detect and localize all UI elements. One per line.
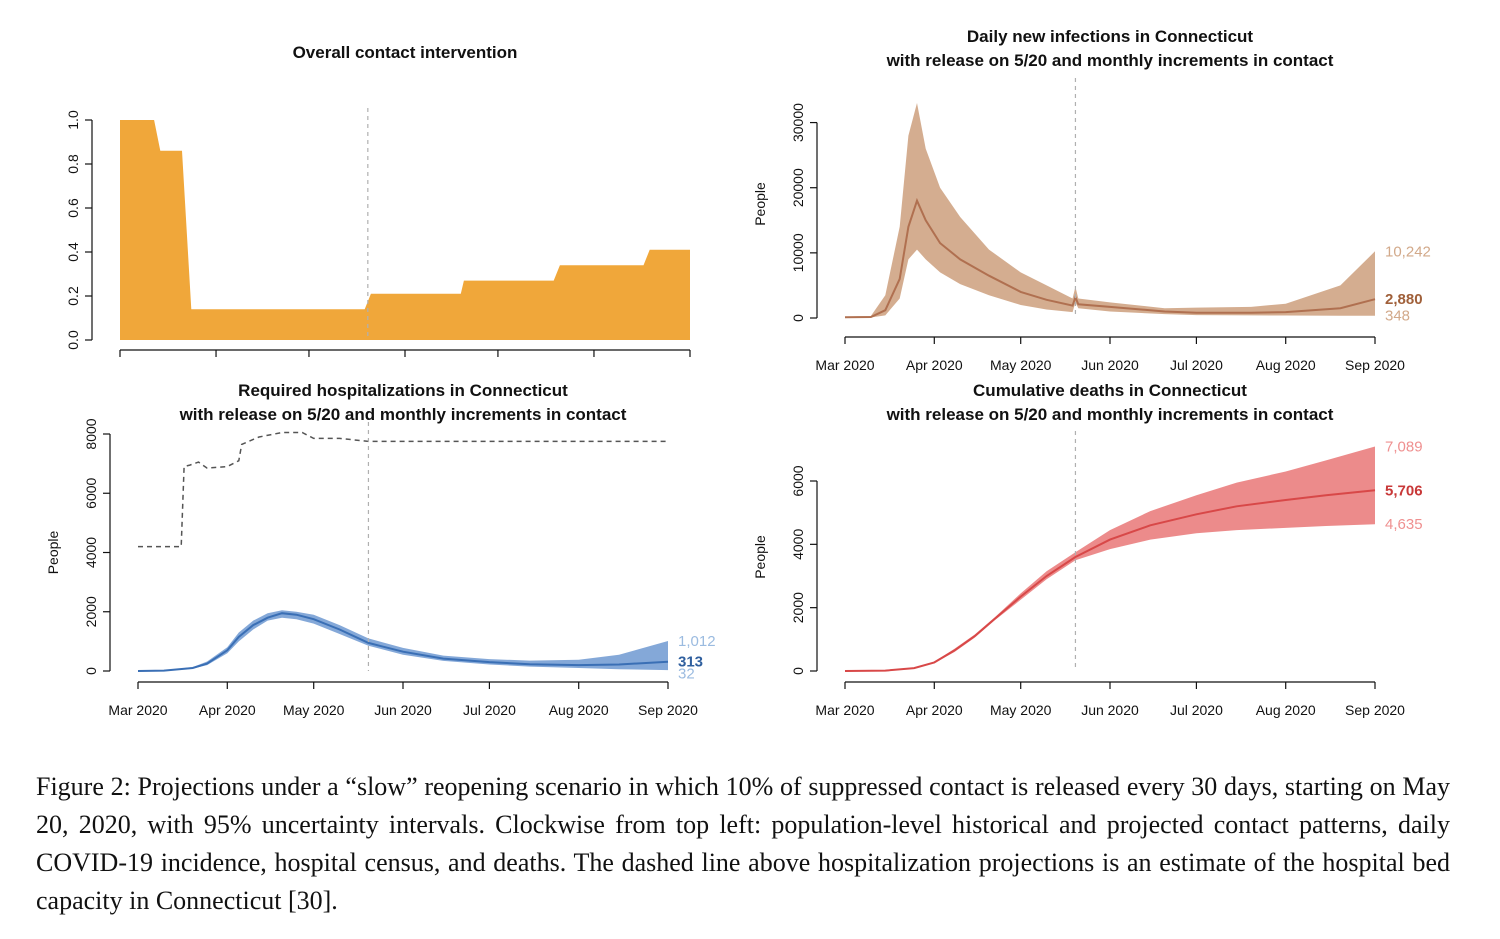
end-value-label: 10,242 xyxy=(1385,243,1431,260)
x-tick-label: Apr 2020 xyxy=(906,357,963,373)
x-tick-label: Mar 2020 xyxy=(108,702,167,718)
cumulative-deaths-svg: Cumulative deaths in Connecticut with rel… xyxy=(752,381,1423,718)
x-tick-label: Jul 2020 xyxy=(1170,357,1223,373)
end-value-label: 4,635 xyxy=(1385,516,1423,533)
y-tick-label: 0.6 xyxy=(65,198,81,218)
x-tick-label: Aug 2020 xyxy=(549,702,609,718)
end-value-label: 5,706 xyxy=(1385,482,1423,499)
contact-intervention-svg: Overall contact intervention 0.0 0.2 0.4 0.6… xyxy=(65,43,720,386)
daily-infections-chart: Daily new infections in Connecticut with … xyxy=(720,20,1500,375)
y-axis-label: People xyxy=(45,530,61,574)
end-value-label: 313 xyxy=(678,654,703,671)
y-tick-label: 0 xyxy=(790,667,806,675)
y-tick-label: 0.0 xyxy=(65,330,81,350)
x-tick-label: Sep 2020 xyxy=(1345,357,1405,373)
x-tick-label: May 2020 xyxy=(990,702,1052,718)
median-line xyxy=(844,197,1376,319)
hospitalizations-svg: Required hospitalizations in Connecticut… xyxy=(45,381,716,718)
y-tick-label: 8000 xyxy=(83,418,99,449)
hospitalizations-chart: Required hospitalizations in Connecticut… xyxy=(0,372,750,732)
chart-title: with release on 5/20 and monthly increme… xyxy=(179,405,627,424)
end-value-label: 32 xyxy=(678,666,695,683)
y-axis-label: People xyxy=(752,182,768,226)
y-axis-label: People xyxy=(752,535,768,579)
x-tick-label: Mar 2020 xyxy=(815,357,874,373)
bed-capacity-line xyxy=(138,431,668,548)
median-line xyxy=(844,489,1376,672)
y-tick-label: 6000 xyxy=(83,477,99,508)
y-tick-label: 0 xyxy=(83,667,99,675)
y-tick-label: 4000 xyxy=(790,529,806,560)
y-tick-label: 0.2 xyxy=(65,286,81,306)
x-tick-label: Mar 2020 xyxy=(815,702,874,718)
x-tick-label: Apr 2020 xyxy=(199,702,256,718)
end-value-label: 7,089 xyxy=(1385,439,1423,456)
y-tick-label: 20000 xyxy=(790,168,806,207)
cumulative-deaths-chart: Cumulative deaths in Connecticut with rel… xyxy=(720,372,1500,732)
y-tick-label: 0.8 xyxy=(65,154,81,174)
x-tick-label: Jun 2020 xyxy=(1081,357,1139,373)
x-tick-label: Apr 2020 xyxy=(906,702,963,718)
figure-caption: Figure 2: Projections under a “slow” reo… xyxy=(36,772,1450,915)
y-tick-label: 30000 xyxy=(790,103,806,142)
x-tick-label: Jul 2020 xyxy=(463,702,516,718)
x-tick-label: Jun 2020 xyxy=(1081,702,1139,718)
y-tick-label: 0 xyxy=(790,314,806,322)
y-tick-label: 0.4 xyxy=(65,242,81,262)
y-tick-label: 1.0 xyxy=(65,110,81,130)
x-tick-label: Aug 2020 xyxy=(1256,357,1316,373)
chart-title: Required hospitalizations in Connecticut xyxy=(238,381,568,400)
end-value-label: 2,880 xyxy=(1385,291,1423,308)
x-tick-label: May 2020 xyxy=(283,702,345,718)
x-tick-label: May 2020 xyxy=(990,357,1052,373)
end-value-label: 348 xyxy=(1385,308,1410,325)
chart-title: Overall contact intervention xyxy=(293,43,518,62)
x-tick-label: Sep 2020 xyxy=(1345,702,1405,718)
y-tick-label: 2000 xyxy=(790,592,806,623)
contact-intervention-chart: Overall contact intervention 0.0 0.2 0.4 0.6… xyxy=(0,30,750,386)
uncertainty-band xyxy=(138,610,668,671)
chart-title: Cumulative deaths in Connecticut xyxy=(973,381,1247,400)
y-tick-label: 4000 xyxy=(83,537,99,568)
y-tick-label: 10000 xyxy=(790,233,806,272)
uncertainty-band xyxy=(845,446,1375,671)
chart-title: Daily new infections in Connecticut xyxy=(967,27,1254,46)
chart-title: with release on 5/20 and monthly increme… xyxy=(886,405,1334,424)
daily-infections-svg: Daily new infections in Connecticut with … xyxy=(752,27,1431,373)
x-tick-label: Jun 2020 xyxy=(374,702,432,718)
end-value-label: 1,012 xyxy=(678,633,716,650)
x-tick-label: Sep 2020 xyxy=(638,702,698,718)
uncertainty-band xyxy=(845,103,1375,318)
contact-area xyxy=(120,120,690,340)
x-tick-label: Aug 2020 xyxy=(1256,702,1316,718)
y-tick-label: 6000 xyxy=(790,465,806,496)
y-tick-label: 2000 xyxy=(83,596,99,627)
x-tick-label: Jul 2020 xyxy=(1170,702,1223,718)
median-line xyxy=(137,612,669,672)
chart-title: with release on 5/20 and monthly increme… xyxy=(886,51,1334,70)
